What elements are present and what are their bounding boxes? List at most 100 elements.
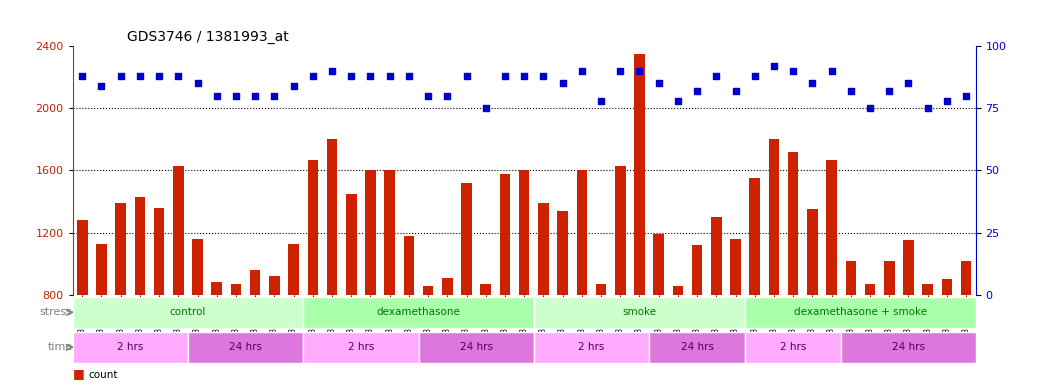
Point: [362, 73, 379, 79]
Text: ■: ■: [73, 382, 84, 384]
Point: [458, 73, 474, 79]
Point: [920, 105, 936, 111]
FancyBboxPatch shape: [73, 296, 303, 328]
Bar: [307, 160, 318, 295]
Bar: [865, 284, 875, 295]
Point: [439, 93, 456, 99]
Bar: [557, 211, 568, 295]
Point: [862, 105, 878, 111]
Bar: [808, 209, 818, 295]
Bar: [269, 276, 279, 295]
Point: [496, 73, 513, 79]
Bar: [422, 286, 434, 295]
Bar: [289, 243, 299, 295]
Bar: [461, 183, 472, 295]
Point: [401, 73, 417, 79]
Bar: [538, 203, 549, 295]
Bar: [135, 197, 145, 295]
Text: 2 hrs: 2 hrs: [578, 342, 604, 352]
Point: [74, 73, 90, 79]
Bar: [212, 282, 222, 295]
Point: [227, 93, 244, 99]
Point: [93, 83, 110, 89]
Point: [766, 63, 783, 69]
Bar: [923, 284, 933, 295]
FancyBboxPatch shape: [745, 331, 841, 363]
Point: [881, 88, 898, 94]
FancyBboxPatch shape: [303, 296, 534, 328]
Text: smoke: smoke: [623, 307, 657, 317]
Bar: [250, 270, 261, 295]
Bar: [77, 220, 87, 295]
Point: [843, 88, 859, 94]
Point: [419, 93, 436, 99]
FancyBboxPatch shape: [188, 331, 303, 363]
Bar: [596, 284, 606, 295]
Bar: [192, 239, 202, 295]
Bar: [576, 170, 588, 295]
Bar: [884, 261, 895, 295]
Bar: [384, 170, 395, 295]
Point: [516, 73, 532, 79]
Bar: [481, 284, 491, 295]
Point: [631, 68, 648, 74]
Point: [170, 73, 187, 79]
Bar: [749, 178, 760, 295]
Point: [477, 105, 494, 111]
Point: [343, 73, 359, 79]
Text: 2 hrs: 2 hrs: [780, 342, 807, 352]
Point: [900, 80, 917, 86]
Bar: [903, 240, 913, 295]
Point: [151, 73, 167, 79]
Point: [189, 80, 206, 86]
Point: [708, 73, 725, 79]
Point: [536, 73, 552, 79]
Bar: [614, 166, 626, 295]
Point: [785, 68, 801, 74]
Bar: [961, 261, 972, 295]
Point: [266, 93, 282, 99]
Text: 24 hrs: 24 hrs: [681, 342, 713, 352]
Text: control: control: [170, 307, 207, 317]
Bar: [230, 284, 241, 295]
Point: [612, 68, 629, 74]
FancyBboxPatch shape: [73, 331, 188, 363]
Point: [132, 73, 148, 79]
Point: [285, 83, 302, 89]
FancyBboxPatch shape: [841, 331, 976, 363]
Bar: [788, 152, 798, 295]
Point: [381, 73, 398, 79]
Point: [554, 80, 571, 86]
Bar: [519, 170, 529, 295]
Text: stress: stress: [39, 307, 73, 317]
Text: dexamethasone: dexamethasone: [377, 307, 461, 317]
Text: ■: ■: [73, 367, 84, 380]
Point: [209, 93, 225, 99]
Bar: [653, 234, 664, 295]
FancyBboxPatch shape: [534, 331, 649, 363]
Point: [670, 98, 686, 104]
Bar: [731, 239, 741, 295]
Bar: [115, 203, 126, 295]
Text: GDS3746 / 1381993_at: GDS3746 / 1381993_at: [127, 30, 289, 44]
Bar: [711, 217, 721, 295]
Bar: [173, 166, 184, 295]
Bar: [154, 208, 164, 295]
Bar: [846, 261, 856, 295]
Bar: [692, 245, 703, 295]
Text: 24 hrs: 24 hrs: [460, 342, 493, 352]
Point: [823, 68, 840, 74]
Point: [938, 98, 955, 104]
Point: [593, 98, 609, 104]
Text: 24 hrs: 24 hrs: [892, 342, 925, 352]
Point: [804, 80, 821, 86]
Text: time: time: [48, 342, 73, 352]
FancyBboxPatch shape: [418, 331, 534, 363]
Bar: [826, 160, 837, 295]
Point: [324, 68, 340, 74]
Point: [574, 68, 591, 74]
Point: [958, 93, 975, 99]
Bar: [365, 170, 376, 295]
Bar: [769, 139, 780, 295]
Point: [746, 73, 763, 79]
